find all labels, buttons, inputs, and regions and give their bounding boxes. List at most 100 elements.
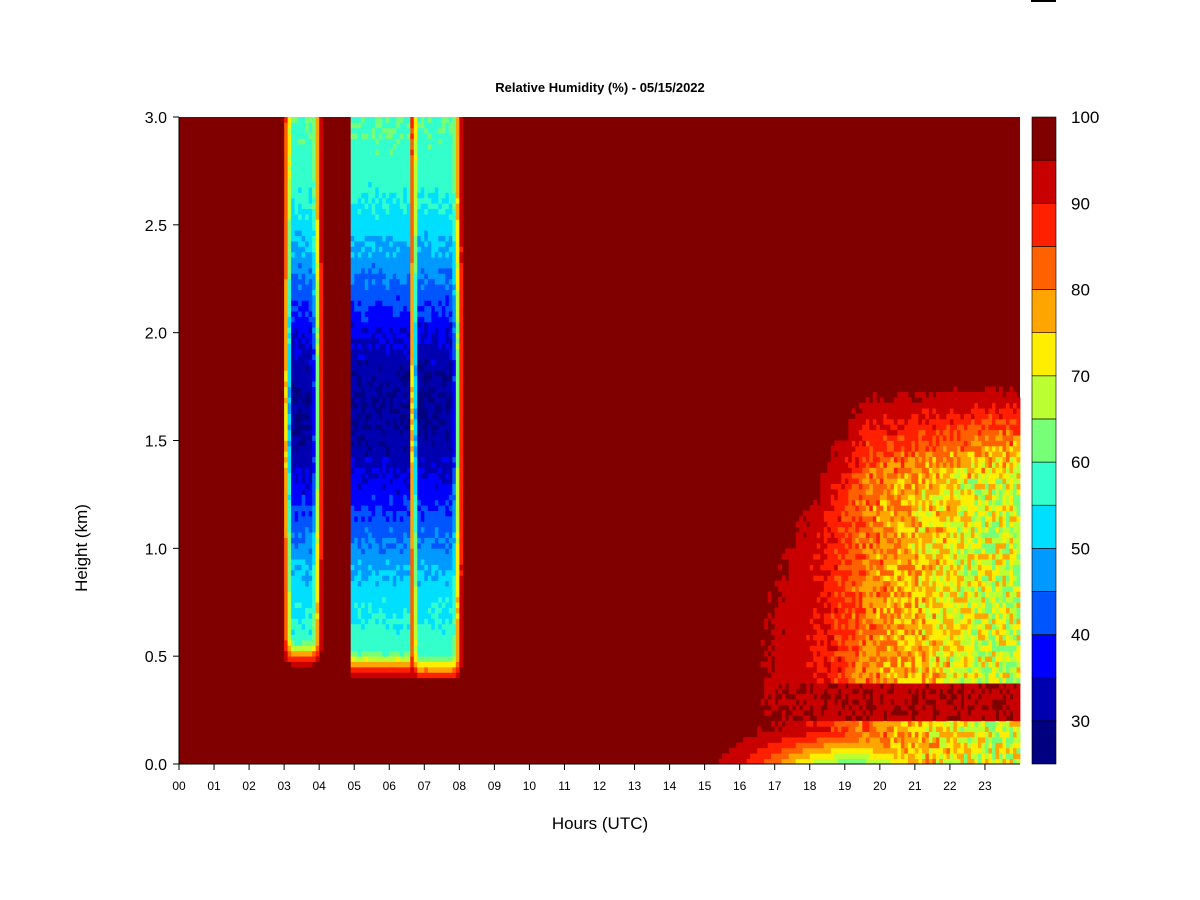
heatmap-cell: [378, 445, 383, 474]
heatmap-cell: [312, 456, 317, 463]
heatmap-cell: [392, 537, 397, 544]
heatmap-cell: [942, 564, 947, 576]
heatmap-cell: [287, 160, 292, 166]
heatmap-cell: [392, 650, 397, 657]
heatmap-cell: [417, 391, 422, 425]
heatmap-cell: [851, 758, 856, 765]
heatmap-cell: [298, 397, 303, 409]
heatmap-cell: [953, 467, 958, 474]
heatmap-cell: [998, 489, 1003, 506]
heatmap-cell: [364, 402, 369, 409]
heatmap-cell: [823, 526, 828, 544]
heatmap-cell: [781, 758, 786, 765]
heatmap-cell: [291, 117, 296, 123]
heatmap-cell: [308, 133, 313, 139]
heatmap-cell: [834, 656, 839, 679]
heatmap-cell: [977, 478, 982, 485]
heatmap-cell: [350, 661, 355, 668]
heatmap-cell: [974, 618, 979, 625]
heatmap-cell: [939, 737, 944, 749]
heatmap-cell: [911, 618, 916, 625]
heatmap-cell: [441, 456, 446, 463]
heatmap-cell: [413, 672, 418, 679]
heatmap-cell: [851, 440, 856, 447]
heatmap-cell: [858, 542, 863, 549]
heatmap-cell: [385, 127, 390, 139]
heatmap-cell: [942, 456, 947, 463]
heatmap-cell: [729, 747, 734, 765]
heatmap-cell: [1009, 634, 1014, 641]
heatmap-cell: [382, 332, 387, 339]
heatmap-cell: [883, 489, 888, 501]
heatmap-cell: [438, 629, 443, 657]
heatmap-cell: [375, 586, 380, 614]
heatmap-cell: [438, 241, 443, 247]
heatmap-cell: [956, 666, 961, 673]
heatmap-cell: [869, 478, 874, 485]
heatmap-cell: [921, 569, 926, 582]
heatmap-cell: [862, 666, 867, 673]
heatmap-cell: [939, 607, 944, 625]
heatmap-cell: [953, 483, 958, 490]
heatmap-cell: [382, 666, 387, 673]
heatmap-cell: [431, 629, 436, 657]
heatmap-cell: [298, 278, 303, 285]
heatmap-cell: [399, 435, 404, 474]
heatmap-cell: [420, 569, 425, 625]
heatmap-cell: [1016, 451, 1021, 458]
heatmap-cell: [946, 548, 951, 555]
heatmap-cell: [767, 677, 772, 695]
heatmap-cell: [452, 359, 457, 377]
heatmap-cell: [375, 580, 380, 587]
heatmap-cell: [438, 666, 443, 673]
heatmap-cell: [375, 413, 380, 425]
heatmap-cell: [932, 559, 937, 571]
heatmap-cell: [305, 391, 310, 409]
heatmap-cell: [967, 613, 972, 619]
heatmap-cell: [974, 499, 979, 506]
heatmap-cell: [431, 445, 436, 463]
heatmap-cell: [872, 656, 877, 662]
heatmap-cell: [410, 133, 415, 139]
heatmap-cell: [830, 494, 835, 506]
heatmap-cell: [932, 424, 937, 431]
heatmap-cell: [452, 494, 457, 501]
heatmap-cell: [942, 542, 947, 549]
heatmap-cell: [361, 241, 366, 247]
heatmap-cell: [385, 354, 390, 382]
heatmap-cell: [298, 537, 303, 544]
heatmap-cell: [974, 720, 979, 727]
heatmap-cell: [942, 532, 947, 538]
heatmap-cell: [350, 127, 355, 134]
heatmap-cell: [844, 720, 849, 727]
heatmap-cell: [441, 424, 446, 458]
heatmap-cell: [438, 251, 443, 258]
heatmap-cell: [399, 375, 404, 382]
heatmap-cell: [851, 451, 856, 474]
heatmap-cell: [781, 602, 786, 630]
heatmap-cell: [294, 607, 299, 619]
heatmap-cell: [855, 683, 860, 689]
heatmap-cell: [361, 666, 366, 673]
heatmap-cell: [953, 515, 958, 522]
heatmap-cell: [907, 661, 912, 668]
heatmap-cell: [869, 672, 874, 684]
heatmap-cell: [399, 138, 404, 210]
heatmap-cell: [287, 332, 292, 339]
heatmap-cell: [897, 731, 902, 738]
heatmap-cell: [991, 613, 996, 619]
heatmap-cell: [876, 737, 881, 754]
heatmap-cell: [375, 327, 380, 334]
heatmap-cell: [935, 542, 940, 549]
heatmap-cell: [795, 521, 800, 528]
heatmap-cell: [946, 693, 951, 700]
heatmap-cell: [445, 515, 450, 533]
heatmap-cell: [935, 715, 940, 722]
heatmap-cell: [389, 117, 394, 129]
heatmap-cell: [914, 596, 919, 609]
heatmap-cell: [956, 467, 961, 479]
heatmap-cell: [291, 661, 296, 668]
heatmap-cell: [368, 656, 373, 662]
heatmap-cell: [434, 505, 439, 511]
heatmap-cell: [907, 472, 912, 485]
